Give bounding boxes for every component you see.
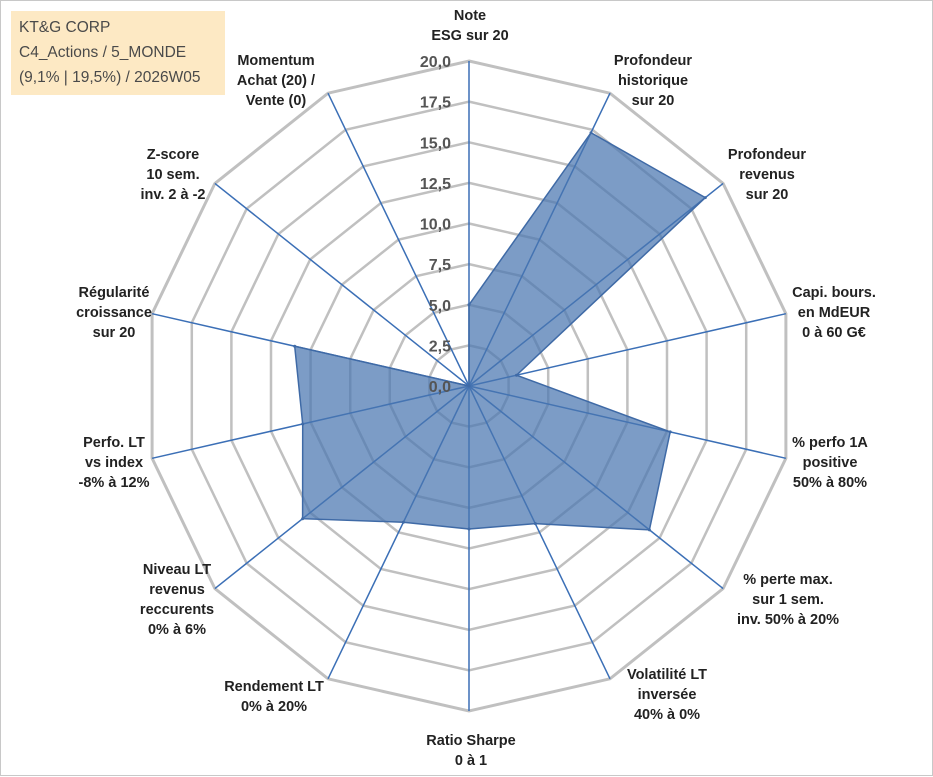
tick-label: 5,0	[429, 298, 451, 315]
axis-label-line: % perfo 1A	[792, 435, 868, 451]
radar-axis-labels: Note ESG sur 20 Profondeur historique sur 20…	[76, 8, 876, 769]
axis-label-line: Capi. bours.	[792, 285, 876, 301]
info-box: KT&G CORP C4_Actions / 5_MONDE (9,1% | 1…	[11, 11, 225, 95]
axis-label-line: Achat (20) /	[237, 73, 315, 89]
axis-label-line: reccurents	[140, 602, 214, 618]
axis-label-line: Régularité	[79, 285, 150, 301]
axis-label-line: positive	[803, 455, 858, 471]
axis-label-line: Z-score	[147, 147, 199, 163]
tick-label: 20,0	[420, 54, 451, 71]
axis-label: Profondeur historique sur 20	[614, 53, 692, 109]
axis-label: Ratio Sharpe 0 à 1	[426, 733, 515, 769]
data-point	[301, 422, 305, 426]
axis-label-line: 10 sem.	[146, 167, 199, 183]
axis-label: Régularité croissance sur 20	[76, 285, 152, 341]
axis-label-line: sur 20	[93, 325, 136, 341]
axis-label-line: 40% à 0%	[634, 707, 700, 723]
axis-label-line: ESG sur 20	[431, 28, 508, 44]
data-point	[467, 527, 471, 531]
radar-tick-labels: 0,0 2,5 5,0 7,5 10,0 12,5 15,0 17,5 20,0	[420, 54, 451, 396]
axis-label: Note ESG sur 20	[431, 8, 508, 44]
axis-label: Momentum Achat (20) / Vente (0)	[237, 53, 315, 109]
tick-label: 7,5	[429, 257, 451, 274]
tick-label: 17,5	[420, 95, 451, 112]
axis-label-line: Ratio Sharpe	[426, 733, 515, 749]
axis-label-line: Momentum	[237, 53, 314, 69]
axis-label: Perfo. LT vs index -8% à 12%	[79, 435, 150, 491]
tick-label: 12,5	[420, 176, 451, 193]
company-name: KT&G CORP	[19, 19, 111, 36]
axis-label-line: 0 à 60 G€	[802, 325, 866, 341]
axis-label-line: 50% à 80%	[793, 475, 867, 491]
category-label: C4_Actions / 5_MONDE	[19, 44, 187, 61]
axis-label-line: 0% à 20%	[241, 699, 307, 715]
axis-label-line: revenus	[739, 167, 795, 183]
axis-label-line: historique	[618, 73, 688, 89]
axis-label: % perfo 1A positive 50% à 80%	[792, 435, 868, 491]
axis-label: Z-score 10 sem. inv. 2 à -2	[140, 147, 205, 203]
axis-label-line: 0% à 6%	[148, 622, 206, 638]
axis-label-line: 0 à 1	[455, 753, 487, 769]
series-area	[293, 131, 707, 531]
axis-spoke	[214, 182, 470, 387]
axis-label-line: vs index	[85, 455, 143, 471]
axis-label: % perte max. sur 1 sem. inv. 50% à 20%	[737, 572, 839, 628]
axis-label-line: sur 20	[746, 187, 789, 203]
axis-label-line: Note	[454, 8, 486, 24]
axis-label-line: Profondeur	[614, 53, 692, 69]
data-point	[589, 131, 593, 135]
data-point	[467, 303, 471, 307]
tick-label: 2,5	[429, 338, 451, 355]
axis-label-line: sur 20	[632, 93, 675, 109]
axis-label: Profondeur revenus sur 20	[728, 147, 806, 203]
axis-label-line: Rendement LT	[224, 679, 324, 695]
axis-label-line: -8% à 12%	[79, 475, 150, 491]
tick-label: 0,0	[429, 379, 451, 396]
axis-label: Capi. bours. en MdEUR 0 à 60 G€	[792, 285, 876, 341]
data-point	[533, 522, 537, 526]
axis-label-line: Volatilité LT	[627, 667, 707, 683]
axis-label-line: inversée	[638, 687, 697, 703]
tick-label: 10,0	[420, 217, 451, 234]
data-point	[467, 384, 471, 388]
axis-label-line: % perte max.	[743, 572, 832, 588]
axis-label-line: Vente (0)	[246, 93, 307, 109]
axis-spoke	[327, 92, 470, 387]
axis-label-line: Perfo. LT	[83, 435, 145, 451]
period-label: (9,1% | 19,5%) / 2026W05	[19, 69, 201, 86]
data-point	[647, 528, 651, 532]
data-point	[401, 520, 405, 524]
axis-label-line: sur 1 sem.	[752, 592, 824, 608]
axis-label-line: Profondeur	[728, 147, 806, 163]
data-point	[293, 344, 297, 348]
axis-label-line: revenus	[149, 582, 205, 598]
axis-label-line: croissance	[76, 305, 152, 321]
tick-label: 15,0	[420, 135, 451, 152]
axis-label-line: en MdEUR	[798, 305, 871, 321]
axis-label-line: inv. 2 à -2	[140, 187, 205, 203]
data-point	[703, 196, 707, 200]
data-point	[301, 517, 305, 521]
axis-spoke	[468, 312, 787, 387]
axis-label-line: Niveau LT	[143, 562, 211, 578]
axis-label: Niveau LT revenus reccurents 0% à 6%	[140, 562, 214, 638]
data-point	[515, 373, 518, 377]
axis-label: Rendement LT 0% à 20%	[224, 679, 324, 715]
axis-label: Volatilité LT inversée 40% à 0%	[627, 667, 707, 723]
data-point	[668, 430, 672, 434]
axis-label-line: inv. 50% à 20%	[737, 612, 839, 628]
radar-series	[293, 131, 707, 532]
